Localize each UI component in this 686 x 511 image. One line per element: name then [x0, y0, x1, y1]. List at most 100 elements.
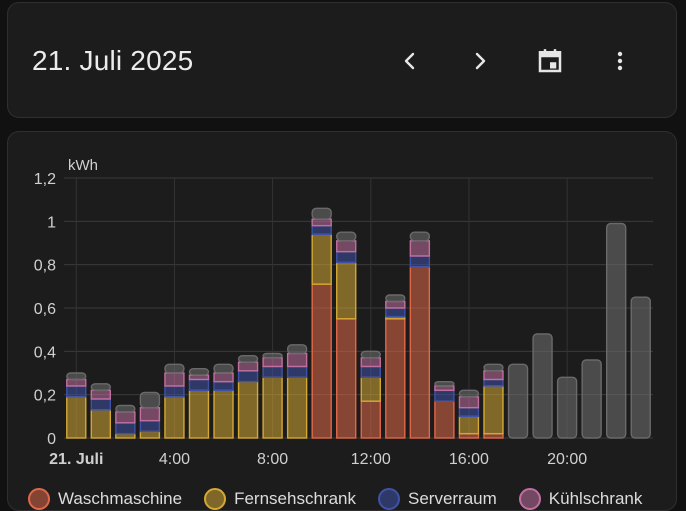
bar-segment	[139, 419, 161, 433]
bar-segment	[237, 354, 259, 363]
bar-segment	[336, 318, 357, 439]
bar-segment	[630, 296, 651, 439]
bar-segment	[385, 318, 406, 439]
bar-segment	[483, 363, 504, 372]
bar-segment	[213, 380, 234, 392]
bar-segment	[66, 385, 87, 398]
bar-segment	[409, 231, 431, 242]
bar-segment	[286, 352, 308, 368]
legend-item[interactable]: Waschmaschine	[28, 488, 182, 510]
bar-segment	[262, 352, 283, 359]
x-tick-label: 4:00	[159, 451, 190, 468]
bar-segment	[409, 240, 431, 257]
calendar-button[interactable]	[528, 39, 572, 83]
legend-item[interactable]: Serverraum	[377, 488, 497, 510]
x-tick-label: 21. Juli	[49, 451, 103, 468]
date-navigation-card: 21. Juli 2025	[7, 2, 677, 118]
x-tick-label: 20:00	[547, 451, 587, 468]
bar-segment	[483, 385, 504, 435]
legend-swatch	[377, 488, 400, 510]
bar-segment	[66, 378, 87, 387]
bar-segment	[336, 231, 357, 242]
bar-segment	[360, 400, 381, 439]
bar-segment	[188, 367, 210, 376]
bar-segment	[507, 363, 529, 439]
bar-segment	[237, 380, 259, 439]
more-vertical-icon	[617, 51, 623, 71]
bar-segment	[458, 406, 480, 418]
bar-segment	[385, 294, 406, 303]
x-tick-label: 8:00	[257, 451, 288, 468]
bar-segment	[311, 283, 332, 439]
bar-segment	[90, 409, 112, 439]
bar-segment	[262, 365, 283, 379]
bar-segment	[360, 357, 381, 368]
bar-segment	[605, 222, 627, 439]
bar-segment	[213, 363, 234, 374]
bar-segment	[66, 372, 87, 381]
bar-segment	[164, 385, 185, 398]
y-tick-label: 1	[47, 214, 56, 231]
bar-segment	[139, 391, 161, 409]
bar-segment	[139, 430, 161, 439]
bar-segment	[115, 422, 136, 435]
previous-day-button[interactable]	[388, 39, 432, 83]
bar-segment	[115, 411, 136, 424]
y-tick-label: 0	[47, 431, 56, 448]
bar-segment	[556, 376, 578, 439]
legend-swatch	[204, 488, 227, 510]
bar-segment	[434, 400, 455, 439]
y-tick-label: 0,2	[34, 388, 56, 405]
y-tick-label: 0,4	[34, 344, 56, 361]
y-tick-label: 0,8	[34, 258, 56, 275]
bar-segment	[336, 261, 357, 320]
bar-segment	[409, 255, 431, 268]
chevron-right-icon	[475, 52, 486, 70]
chevron-left-icon	[404, 52, 415, 70]
bar-segment	[385, 300, 406, 309]
bar-segment	[262, 357, 283, 368]
bar-segment	[115, 404, 136, 413]
bar-segment	[139, 406, 161, 422]
bar-segment	[458, 396, 480, 409]
bar-segment	[458, 389, 480, 398]
bar-segment	[213, 389, 234, 439]
bar-segment	[336, 240, 357, 253]
more-options-button[interactable]	[598, 39, 642, 83]
bar-segment	[164, 396, 185, 439]
bar-segment	[237, 361, 259, 372]
bar-segment	[360, 350, 381, 359]
x-tick-label: 16:00	[449, 451, 489, 468]
next-day-button[interactable]	[458, 39, 502, 83]
bar-segment	[286, 376, 308, 439]
legend-item[interactable]: Fernsehschrank	[204, 488, 356, 510]
y-axis-label: kWh	[68, 157, 98, 174]
bar-segment	[213, 372, 234, 383]
legend-item[interactable]: Kühlschrank	[518, 488, 643, 510]
bar-segment	[237, 370, 259, 383]
bar-segment	[360, 376, 381, 402]
bar-segment	[434, 389, 455, 402]
bar-segment	[188, 389, 210, 439]
bar-segment	[188, 378, 210, 392]
bar-segment	[385, 307, 406, 318]
bar-segment	[581, 359, 602, 439]
bar-segment	[311, 233, 332, 285]
bar-segment	[409, 266, 431, 439]
legend-label: Serverraum	[407, 489, 497, 508]
x-tick-label: 12:00	[351, 451, 391, 468]
bar-segment	[90, 398, 112, 411]
bar-segment	[311, 207, 332, 220]
legend-label: Fernsehschrank	[234, 489, 356, 508]
bar-segment	[286, 365, 308, 379]
legend-label: Kühlschrank	[548, 489, 643, 508]
date-title: 21. Juli 2025	[32, 45, 194, 76]
bar-segment	[458, 415, 480, 435]
bar-segment	[90, 383, 112, 392]
energy-usage-chart: 0 0,2 0,4 0,6 0,8 1 1,2 kWh 21. Juli 4:00 8:00 12:0…	[34, 157, 653, 468]
legend-label: Waschmaschine	[58, 489, 183, 508]
bar-segment	[286, 344, 308, 355]
calendar-icon	[538, 49, 562, 73]
bar-segment	[360, 365, 381, 379]
bar-segment	[483, 370, 504, 381]
